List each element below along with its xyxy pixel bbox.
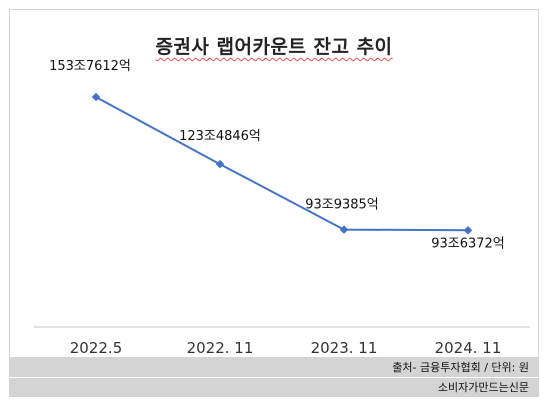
data-point-marker — [463, 225, 473, 235]
chart-title-text: 증권사 랩어카운트 잔고 추이 — [155, 36, 393, 58]
chart-frame: 증권사 랩어카운트 잔고 추이 153조7612억 123조4846억 93조938… — [9, 9, 539, 358]
data-label: 93조6372억 — [431, 236, 505, 251]
x-tick-label: 2023. 11 — [311, 339, 378, 357]
x-tick-label: 2022.5 — [70, 339, 123, 357]
line-chart: 153조7612억 123조4846억 93조9385억 93조6372억 2022.… — [34, 59, 530, 357]
data-label: 123조4846억 — [179, 129, 261, 144]
x-tick-label: 2024. 11 — [435, 339, 502, 357]
data-point-marker — [339, 225, 349, 234]
x-tick-label: 2022. 11 — [187, 339, 254, 357]
x-tick-layer: 2022.5 2022. 11 2023. 11 2024. 11 — [70, 339, 502, 357]
publisher-footer: 소비자가만드는신문 — [9, 378, 539, 397]
series-line — [95, 96, 469, 232]
chart-title: 증권사 랩어카운트 잔고 추이 — [10, 32, 538, 59]
data-label-layer: 153조7612억 123조4846억 93조9385억 93조6372억 — [49, 59, 505, 251]
data-label: 93조9385억 — [305, 198, 379, 213]
data-point-marker — [215, 159, 225, 169]
source-footer: 출처- 금융투자협회 / 단위: 원 — [9, 358, 539, 377]
data-point-marker — [91, 92, 101, 102]
series-layer — [91, 92, 473, 235]
data-label: 153조7612억 — [49, 59, 131, 74]
